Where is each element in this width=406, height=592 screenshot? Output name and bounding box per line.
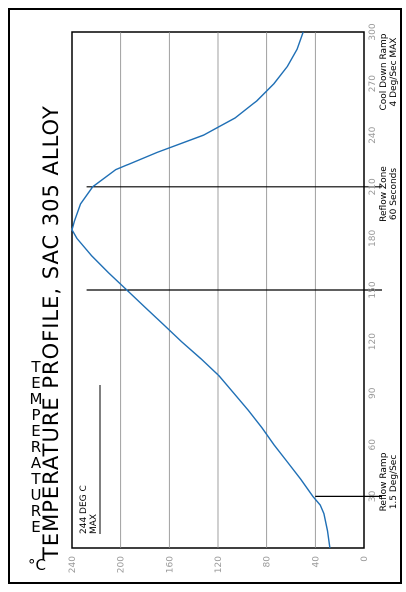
x-tick-label: 300 — [368, 23, 378, 40]
peak-note-value: 244 DEG C — [79, 485, 89, 534]
zone-label-cool-down: Cool Down Ramp — [379, 33, 389, 110]
x-tick-label: 240 — [368, 126, 378, 143]
y-tick-label: 0 — [360, 556, 370, 562]
y-tick-label: 200 — [117, 556, 127, 573]
zone-sub-cool-down: 4 Deg/Sec MAX — [389, 38, 399, 107]
y-tick-label: 80 — [263, 556, 273, 568]
x-tick-label: 90 — [368, 387, 378, 399]
zone-label-reflow-ramp: Reflow Ramp — [379, 452, 389, 511]
x-tick-labels: 30 60 90 120 150 180 210 240 270 300 — [368, 23, 378, 502]
y-tick-label: 160 — [165, 556, 175, 573]
zone-sub-reflow-zone: 60 Seconds — [389, 168, 399, 220]
zone-label-reflow-zone: Reflow Zone — [379, 166, 389, 222]
x-tick-label: 30 — [368, 490, 378, 502]
peak-note-max: MAX — [89, 514, 99, 534]
y-axis-label-letter: E — [31, 518, 40, 536]
x-tick-label: 60 — [368, 439, 378, 451]
chart-title: TEMPERATURE PROFILE, SAC 305 ALLOY — [39, 105, 63, 561]
y-axis-unit: °C — [28, 556, 46, 574]
y-tick-labels: 0 40 80 120 160 200 240 — [68, 556, 370, 573]
y-tick-label: 120 — [214, 556, 224, 573]
y-tick-label: 40 — [311, 556, 321, 568]
x-tick-label: 120 — [368, 333, 378, 350]
x-tick-label: 270 — [368, 75, 378, 92]
zone-sub-reflow-ramp: 1.5 Deg/Sec — [389, 455, 399, 510]
zone-markers — [87, 187, 382, 497]
x-tick-label: 180 — [368, 230, 378, 247]
y-tick-label: 240 — [68, 556, 78, 573]
x-tick-label: 210 — [368, 178, 378, 195]
y-axis-label: TEMPERATURE — [30, 358, 43, 536]
x-tick-label: 150 — [368, 281, 378, 298]
